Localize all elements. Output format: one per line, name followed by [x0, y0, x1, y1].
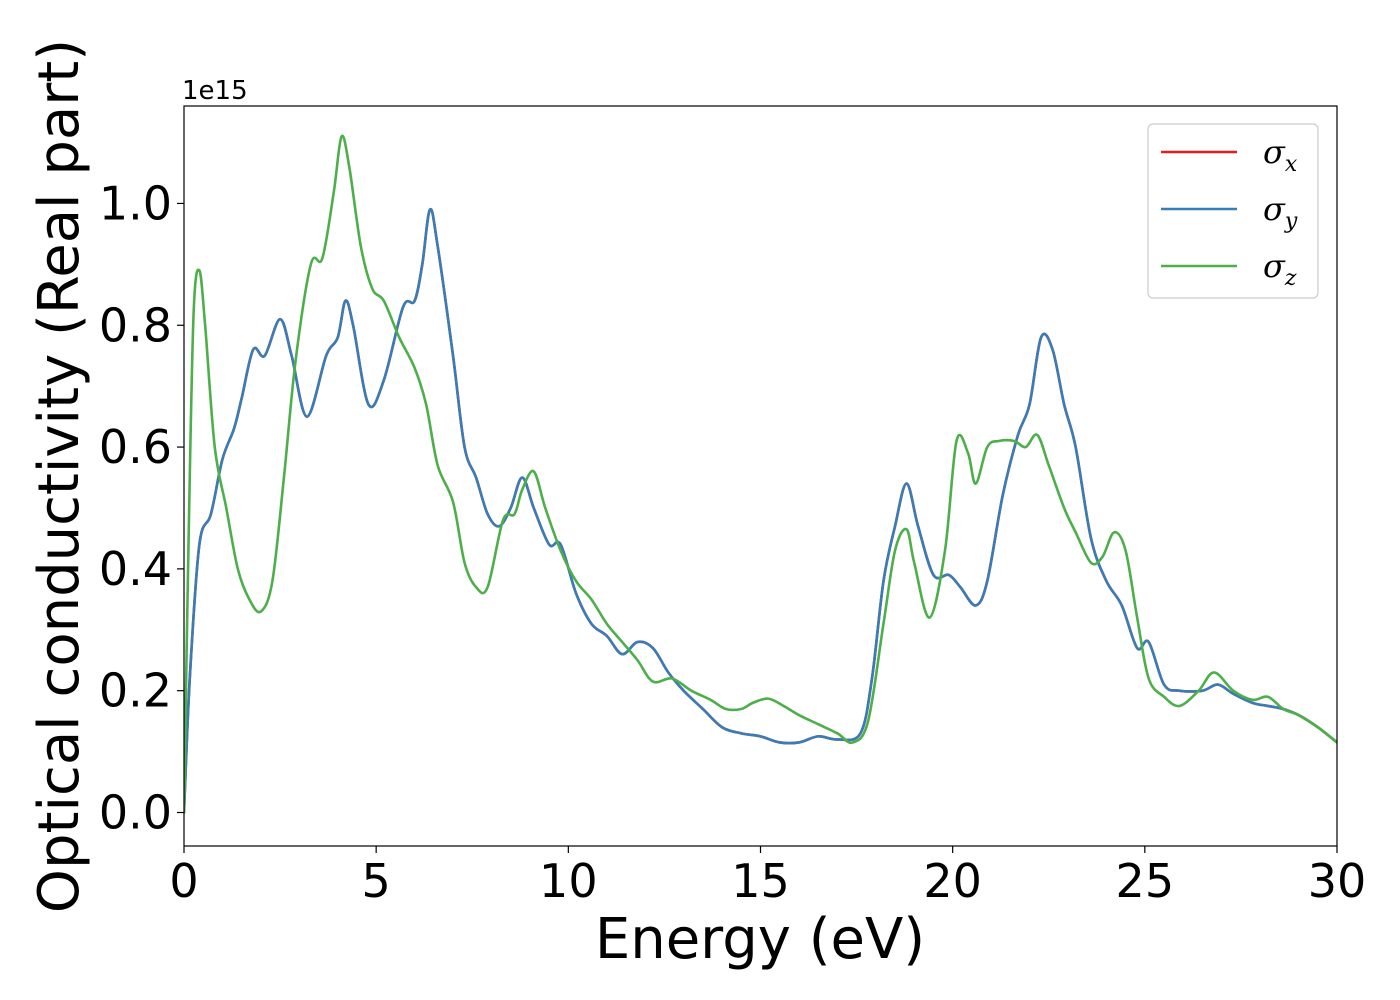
legend-label-sigma-y: σy [1263, 190, 1298, 234]
y-tick-label: 0.2 [99, 664, 172, 718]
legend-label-sigma-z: σz [1263, 247, 1297, 291]
legend-box [1147, 123, 1319, 299]
y-tick-label: 0.6 [99, 420, 172, 474]
y-offset-label: 1e15 [182, 76, 248, 106]
x-tick-label: 5 [362, 854, 391, 908]
y-axis-label: Optical conductivity (Real part) [27, 39, 92, 913]
series-line-sigma-z [184, 134, 1337, 814]
x-tick-label: 0 [169, 854, 198, 908]
x-tick-label: 30 [1308, 854, 1367, 908]
series-layer [184, 134, 1337, 814]
y-tick-label: 0.0 [99, 786, 172, 840]
legend: σx σy σz [1147, 123, 1319, 299]
x-axis-ticks: 0 5 10 15 20 25 30 [169, 846, 1366, 908]
x-tick-label: 15 [731, 854, 790, 908]
y-tick-label: 0.4 [99, 542, 172, 596]
y-tick-label: 0.8 [99, 298, 172, 352]
x-axis-label: Energy (eV) [595, 907, 925, 972]
y-tick-label: 1.0 [99, 176, 172, 230]
x-tick-label: 25 [1116, 854, 1175, 908]
x-tick-label: 10 [539, 854, 598, 908]
series-line-sigma-y [184, 207, 1337, 814]
legend-label-sigma-x: σx [1263, 133, 1298, 177]
y-axis-ticks: 0.0 0.2 0.4 0.6 0.8 1.0 [99, 176, 184, 840]
x-tick-label: 20 [923, 854, 982, 908]
